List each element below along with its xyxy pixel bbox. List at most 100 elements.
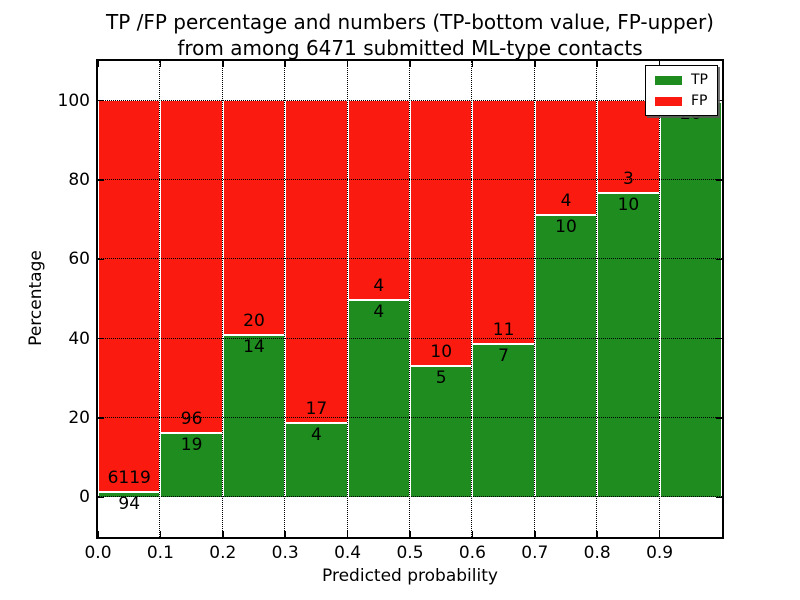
x-tick (97, 61, 99, 67)
legend-swatch-tp (655, 75, 682, 85)
tp-bar-segment (348, 299, 409, 498)
x-tick (534, 531, 536, 537)
v-gridline (658, 61, 660, 537)
y-tick (98, 99, 104, 102)
v-gridline (596, 61, 598, 537)
tp-bar-segment (660, 100, 721, 498)
fp-count-label: 20 (243, 311, 265, 331)
h-gridline (98, 258, 722, 260)
fp-count-label: 3 (622, 169, 634, 190)
y-tick-label: 80 (68, 170, 90, 190)
tp-count-label: 7 (498, 346, 509, 367)
tp-count-label: 10 (617, 195, 640, 216)
fp-count-label: 17 (305, 398, 328, 419)
tp-bar-segment (598, 192, 659, 498)
legend-swatch-fp (655, 96, 682, 106)
fp-count-label: 6119 (107, 468, 151, 489)
tp-count-label: 5 (435, 368, 447, 389)
x-tick-label: 0.3 (271, 543, 299, 563)
x-tick (471, 61, 474, 67)
fp-bar-segment (99, 100, 160, 492)
x-tick (658, 61, 661, 67)
x-tick (471, 531, 474, 537)
v-gridline (346, 61, 348, 537)
x-tick (222, 531, 224, 537)
tp-bar-segment (99, 491, 160, 498)
tp-bar-segment (535, 214, 597, 498)
y-tick (98, 417, 104, 419)
y-tick-label: 20 (68, 408, 90, 428)
fp-bar-segment (286, 100, 347, 422)
x-tick (596, 61, 598, 67)
fp-bar-segment (161, 100, 222, 432)
chart-title-line2: from among 6471 submitted ML-type contac… (177, 36, 643, 60)
legend-item-fp: FP (655, 93, 708, 109)
x-tick-label: 0.4 (334, 543, 362, 563)
tp-count-label: 10 (555, 217, 577, 237)
v-gridline (533, 61, 535, 537)
y-tick (716, 417, 722, 419)
tp-bar-segment (286, 421, 347, 498)
tp-bar-segment (223, 334, 285, 498)
x-tick-label: 0.0 (84, 543, 112, 563)
y-tick (716, 99, 722, 102)
x-tick (346, 61, 349, 67)
tp-bar-segment (161, 431, 222, 498)
x-tick-label: 0.7 (521, 543, 549, 563)
h-gridline (98, 337, 722, 339)
x-tick (284, 61, 286, 67)
x-tick-label: 0.5 (396, 543, 424, 563)
y-tick (98, 496, 104, 499)
v-gridline (471, 61, 473, 537)
y-tick (716, 179, 722, 181)
x-tick-label: 0.6 (458, 543, 486, 563)
x-tick-label: 0.9 (646, 543, 674, 563)
x-tick (658, 531, 661, 537)
fp-bar-segment (473, 100, 534, 344)
fp-count-label: 4 (373, 276, 385, 296)
y-tick (98, 258, 104, 261)
v-gridline (284, 61, 286, 537)
y-tick (716, 337, 722, 340)
fp-count-label: 4 (560, 191, 572, 211)
legend-label-fp: FP (691, 93, 708, 109)
y-tick-label: 40 (68, 328, 90, 349)
v-gridline (409, 61, 410, 537)
v-gridline (159, 61, 161, 537)
x-tick (409, 531, 411, 537)
tp-bar-segment (411, 365, 472, 498)
y-tick (98, 337, 104, 340)
y-tick-label: 60 (68, 249, 90, 270)
x-tick (159, 61, 162, 67)
x-tick (159, 531, 162, 537)
fp-count-label: 96 (180, 408, 203, 429)
legend: TP FP (645, 65, 718, 116)
x-tick-label: 0.2 (209, 543, 237, 563)
h-gridline (98, 496, 722, 498)
y-tick (716, 258, 722, 261)
h-gridline (98, 99, 722, 101)
x-tick (284, 531, 286, 537)
chart-title-line1: TP /FP percentage and numbers (TP-bottom… (106, 10, 714, 34)
x-tick-label: 0.1 (146, 543, 174, 563)
y-tick (98, 179, 104, 181)
tp-count-label: 14 (243, 337, 265, 357)
plot-area: 611994961920141744410511741031020 (96, 59, 724, 539)
fp-bar-segment (535, 100, 597, 214)
x-axis-label: Predicted probability (322, 566, 498, 586)
x-tick (222, 61, 224, 67)
x-tick-label: 0.8 (583, 543, 611, 563)
fp-count-label: 10 (430, 342, 453, 363)
legend-label-tp: TP (691, 72, 708, 88)
tp-count-label: 4 (310, 424, 322, 445)
legend-item-tp: TP (655, 72, 708, 88)
fp-count-label: 11 (492, 320, 515, 341)
y-tick-label: 0 (79, 487, 90, 508)
tp-bar-segment (473, 343, 534, 498)
v-gridline (221, 61, 223, 537)
fp-bar-segment (348, 100, 409, 299)
fp-bar-segment (411, 100, 472, 366)
x-tick (534, 61, 536, 67)
h-gridline (98, 179, 722, 180)
